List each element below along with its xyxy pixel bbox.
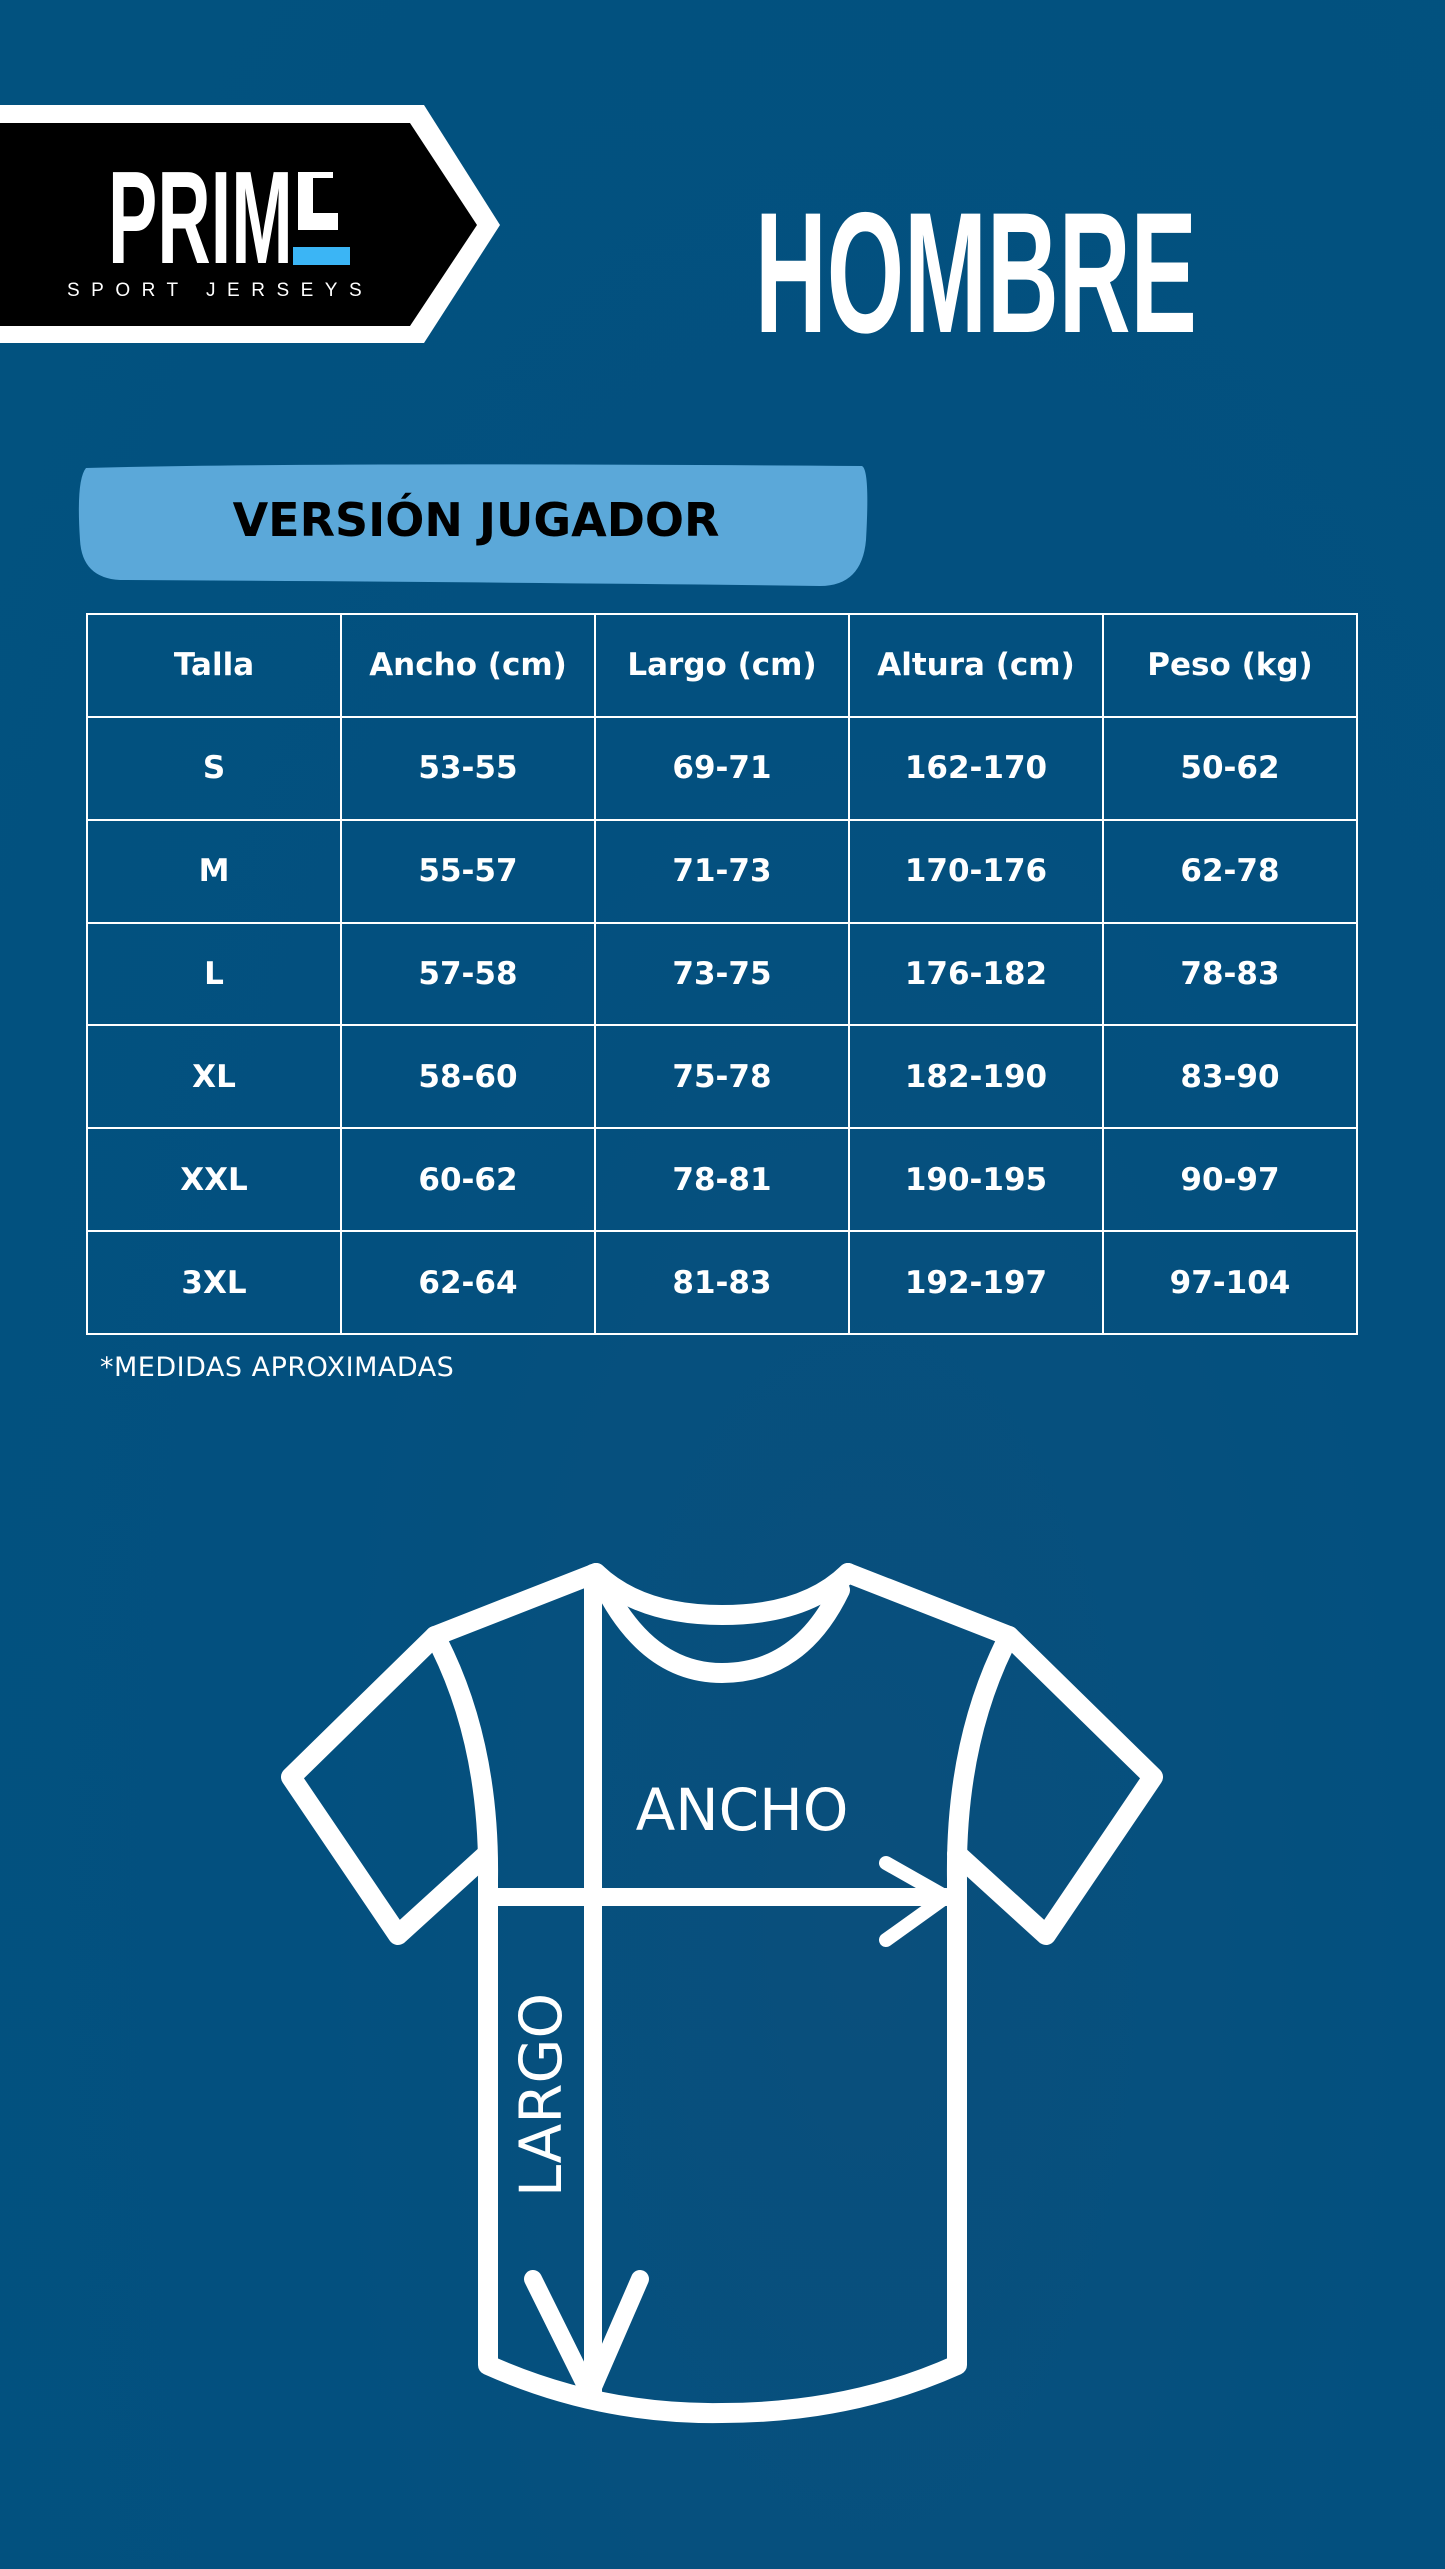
cell: 55-57 <box>342 820 596 924</box>
cell: 53-55 <box>342 717 596 821</box>
section-banner <box>78 464 868 586</box>
cell: 60-62 <box>342 1129 596 1233</box>
cell: 57-58 <box>342 923 596 1027</box>
header-graphics <box>0 105 868 586</box>
cell: 71-73 <box>596 820 850 924</box>
cell: 78-81 <box>596 1129 850 1233</box>
cell: 78-83 <box>1104 923 1358 1027</box>
cell: L <box>88 923 342 1027</box>
size-table: Talla Ancho (cm) Largo (cm) Altura (cm) … <box>86 613 1358 1335</box>
cell: 69-71 <box>596 717 850 821</box>
cell: 170-176 <box>850 820 1104 924</box>
cell: 62-78 <box>1104 820 1358 924</box>
cell: 83-90 <box>1104 1026 1358 1130</box>
approximate-measures-note: *MEDIDAS APROXIMADAS <box>100 1352 455 1383</box>
header-cell: Altura (cm) <box>850 615 1104 718</box>
tshirt-outline-icon <box>281 1563 1163 2424</box>
width-arrowhead-icon <box>879 1856 953 1947</box>
cell: 62-64 <box>342 1232 596 1335</box>
logo-wordmark: PRIM <box>108 144 293 291</box>
cell: 176-182 <box>850 923 1104 1027</box>
cell: 182-190 <box>850 1026 1104 1130</box>
length-label: LARGO <box>507 1992 575 2198</box>
cell: XL <box>88 1026 342 1130</box>
cell: 50-62 <box>1104 717 1358 821</box>
logo-subtitle: SPORT JERSEYS <box>67 280 374 301</box>
page-title: HOMBRE <box>755 177 1197 369</box>
cell: 190-195 <box>850 1129 1104 1233</box>
width-label: ANCHO <box>635 1776 849 1844</box>
section-label: VERSIÓN JUGADOR <box>232 493 720 547</box>
cell: M <box>88 820 342 924</box>
cell: S <box>88 717 342 821</box>
brand-logo <box>0 105 500 343</box>
cell: 81-83 <box>596 1232 850 1335</box>
cell: 58-60 <box>342 1026 596 1130</box>
cell: 90-97 <box>1104 1129 1358 1233</box>
length-arrowhead-icon <box>524 2270 649 2403</box>
header-cell: Ancho (cm) <box>342 615 596 718</box>
cell: 73-75 <box>596 923 850 1027</box>
cell: 3XL <box>88 1232 342 1335</box>
cell: 162-170 <box>850 717 1104 821</box>
cell: 192-197 <box>850 1232 1104 1335</box>
cell: 97-104 <box>1104 1232 1358 1335</box>
header-cell: Talla <box>88 615 342 718</box>
header-cell: Peso (kg) <box>1104 615 1358 718</box>
logo-accent-bar <box>293 247 350 265</box>
cell: XXL <box>88 1129 342 1233</box>
cell: 75-78 <box>596 1026 850 1130</box>
header-cell: Largo (cm) <box>596 615 850 718</box>
